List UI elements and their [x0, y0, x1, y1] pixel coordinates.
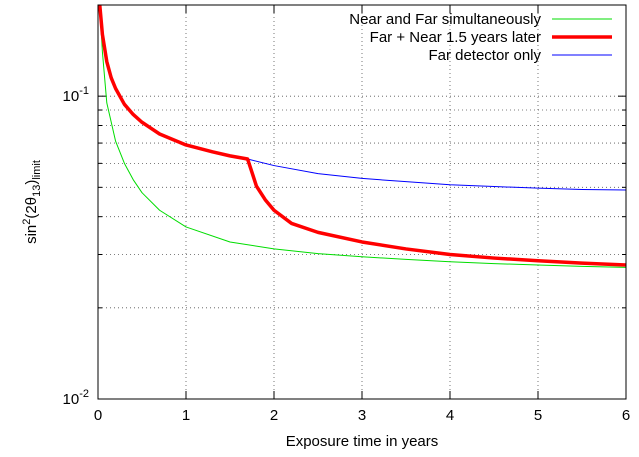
y-tick-label: 10-1: [63, 85, 89, 105]
y-tick-label-exponent: -2: [79, 388, 89, 400]
y-axis-title-close: ): [23, 180, 40, 185]
x-tick-label: 3: [358, 407, 366, 424]
y-axis-title-sub2: limit: [31, 160, 43, 180]
y-axis-title-sup: 2: [21, 219, 33, 225]
series-line-far-detector-only: [99, 5, 626, 191]
series-line-near-and-far-simultaneously: [99, 5, 626, 268]
x-tick-labels: 0 1 2 3 4 5 6: [94, 407, 630, 424]
y-tick-label-base: 10: [63, 88, 80, 105]
x-tick-label: 1: [182, 407, 190, 424]
x-tick-label: 4: [446, 407, 454, 424]
x-axis-title: Exposure time in years: [286, 433, 439, 450]
legend-label: Far + Near 1.5 years later: [370, 29, 541, 46]
y-axis-title-sub1: 13: [31, 185, 43, 197]
y-axis-title: sin2(2θ13)limit: [21, 160, 43, 244]
x-tick-label: 0: [94, 407, 102, 424]
legend-label: Far detector only: [428, 47, 541, 64]
legend-label: Near and Far simultaneously: [349, 11, 541, 28]
series-line-far-near-1-5-years-later: [98, 5, 626, 267]
x-tick-label: 2: [270, 407, 278, 424]
series-group: [98, 5, 626, 268]
y-tick-label-exponent: -1: [79, 85, 89, 97]
x-tick-label: 6: [622, 407, 630, 424]
y-tick-labels: 10-110-2: [63, 85, 89, 408]
y-axis-title-mid: (2θ: [23, 197, 40, 219]
x-tick-label: 5: [534, 407, 542, 424]
grid-lines: [98, 5, 626, 399]
plot-frame: [97, 4, 627, 400]
y-tick-label: 10-2: [63, 388, 89, 408]
y-tick-label-base: 10: [63, 391, 80, 408]
y-axis-title-base: sin: [23, 225, 40, 244]
